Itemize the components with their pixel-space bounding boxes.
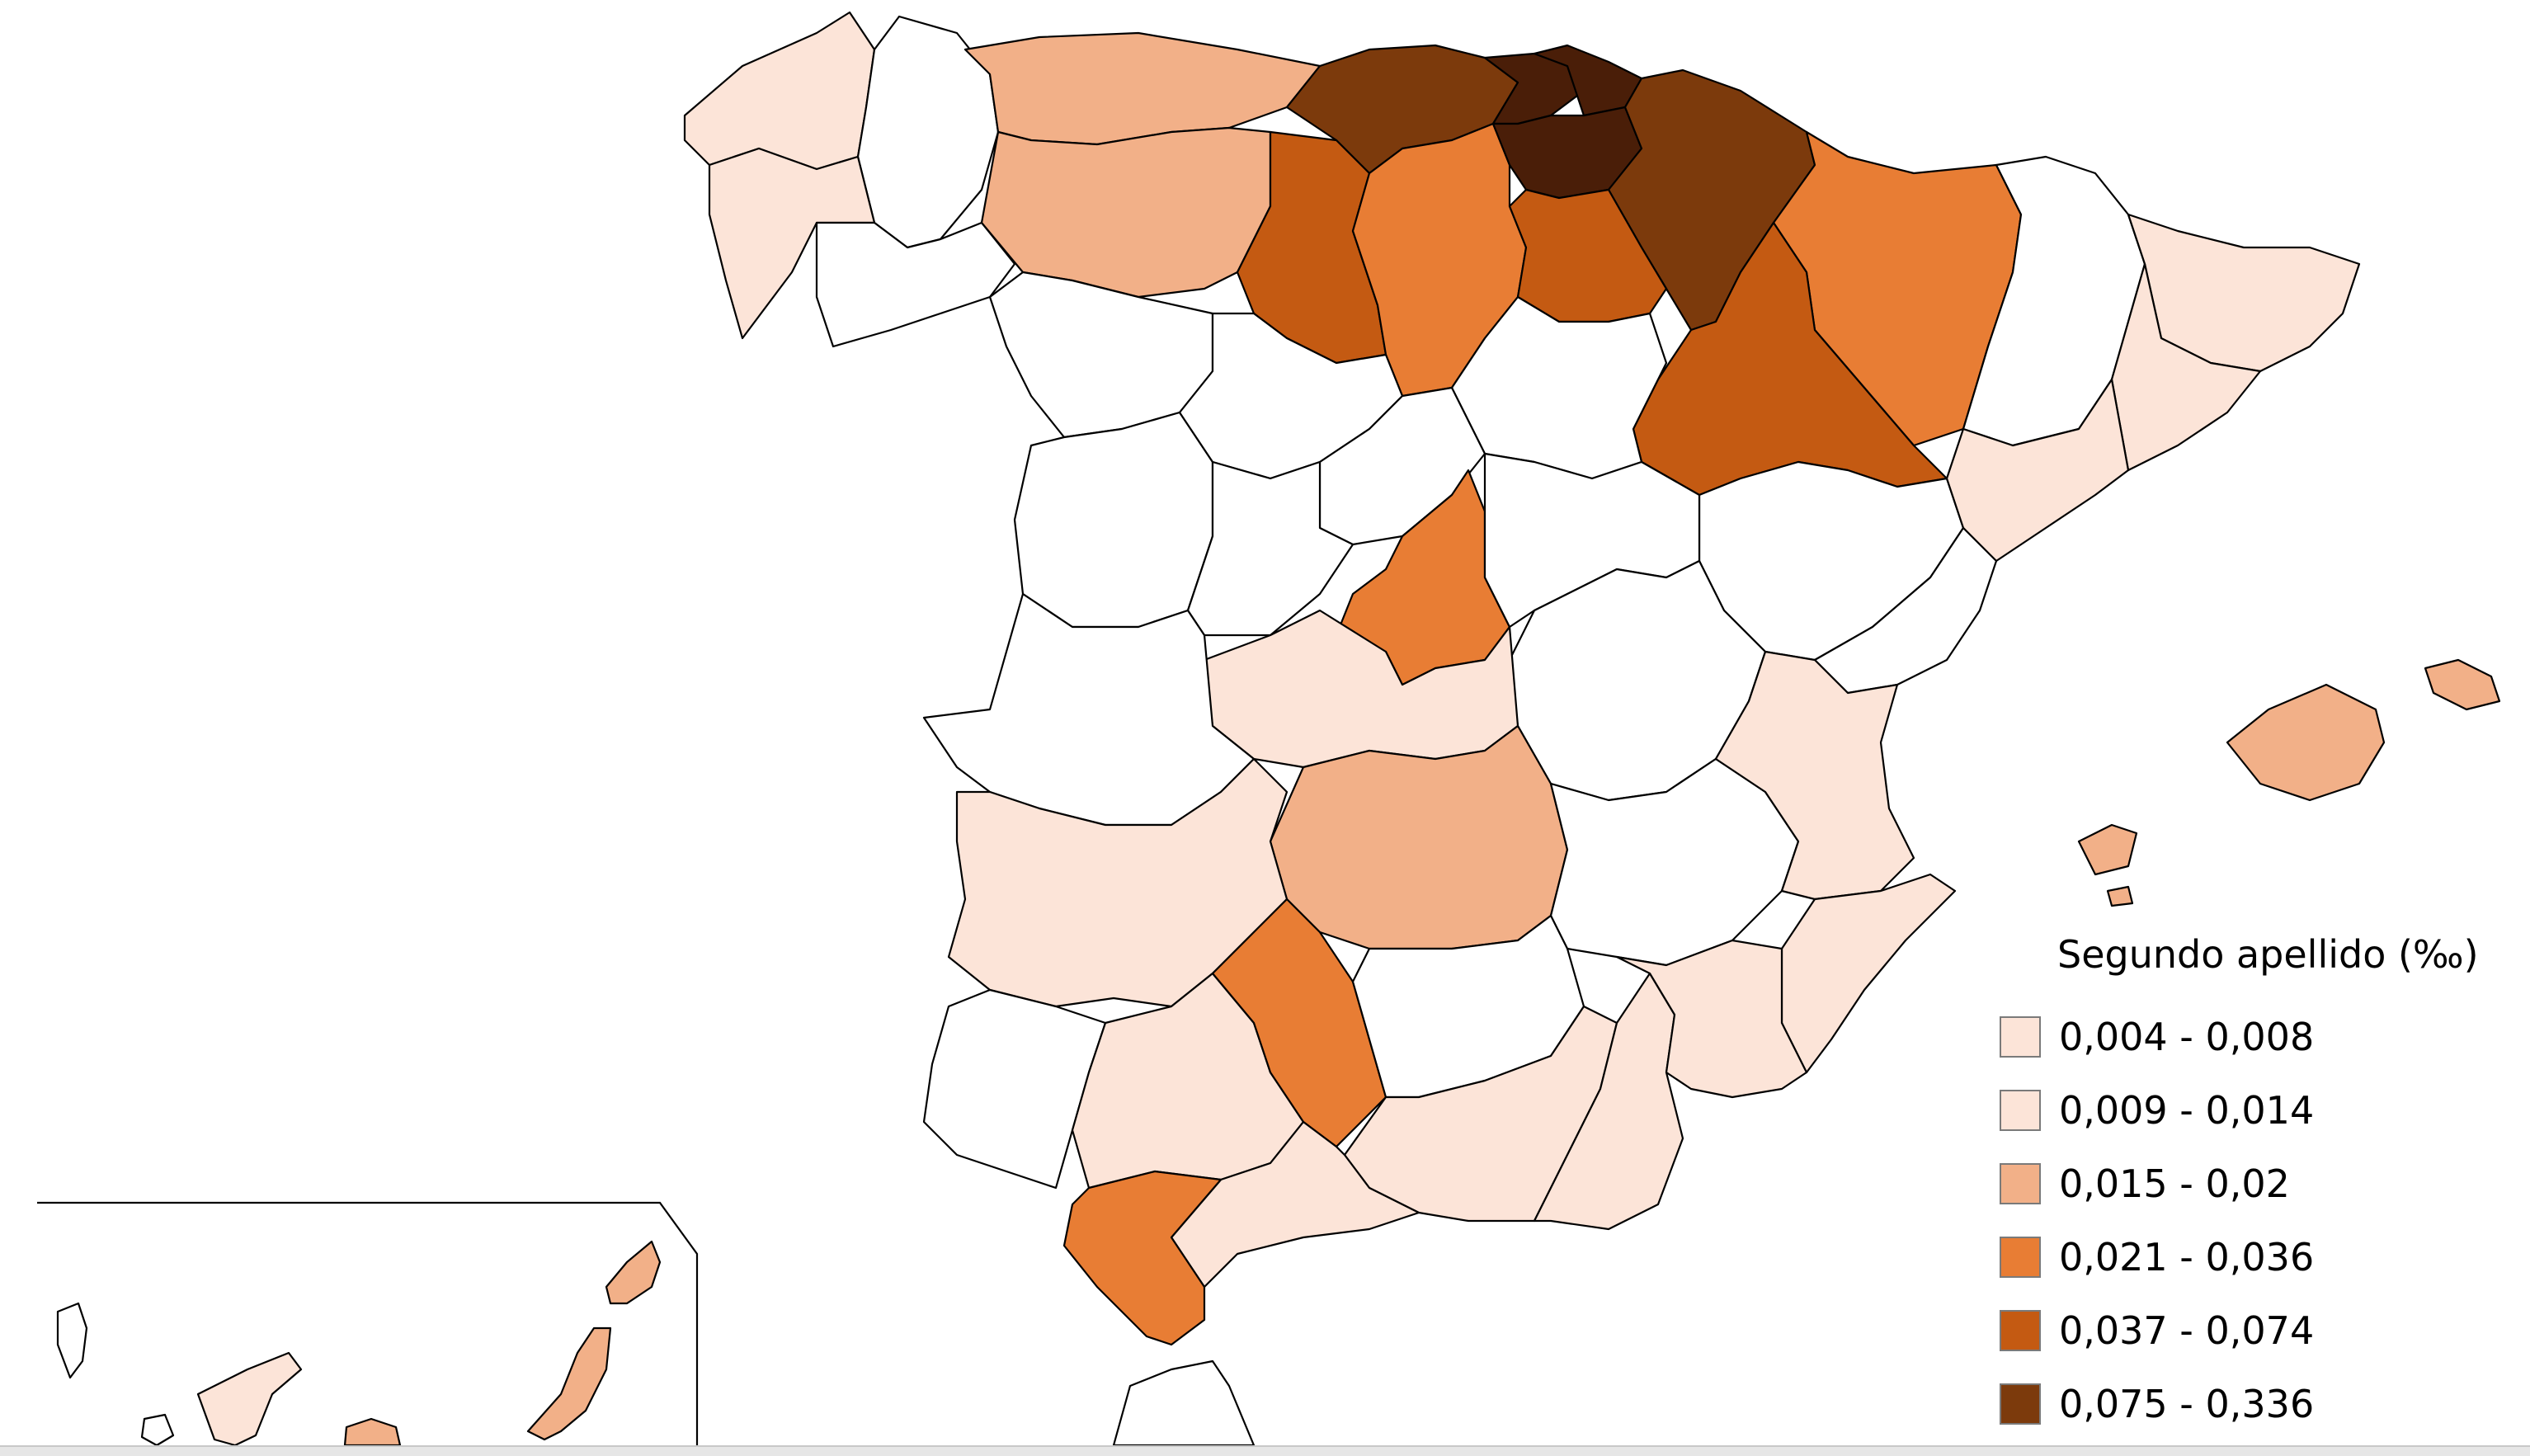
province-valencia[interactable]	[1714, 650, 1915, 901]
province-a-coruna[interactable]	[683, 11, 876, 171]
bottom-scrollbar[interactable]	[0, 1445, 2530, 1456]
province-barcelona[interactable]	[2110, 262, 2262, 472]
province-murcia[interactable]	[1615, 939, 1808, 1099]
province-lugo[interactable]	[856, 15, 1000, 249]
africa-coast	[1112, 1359, 1256, 1447]
province-ourense[interactable]	[815, 221, 1016, 348]
legend-label: 0,021 - 0,036	[2059, 1234, 2315, 1279]
legend-label: 0,009 - 0,014	[2059, 1087, 2315, 1133]
province-asturias[interactable]	[963, 31, 1322, 146]
legend-swatch	[2000, 1015, 2041, 1058]
island-fuerteventura[interactable]	[526, 1326, 612, 1441]
legend-swatch	[2000, 1236, 2041, 1278]
province-la-rioja[interactable]	[1508, 188, 1668, 323]
island-gran-canaria[interactable]	[343, 1417, 402, 1447]
province-formentera[interactable]	[2106, 885, 2134, 907]
legend-swatch	[2000, 1309, 2041, 1351]
province-tarragona[interactable]	[1945, 378, 2130, 563]
legend-item: 0,021 - 0,036	[2000, 1220, 2511, 1293]
province-mallorca[interactable]	[2226, 683, 2386, 802]
province-menorca[interactable]	[2424, 658, 2501, 711]
legend-label: 0,015 - 0,02	[2059, 1161, 2290, 1206]
province-leon[interactable]	[980, 126, 1272, 299]
legend-swatch	[2000, 1383, 2041, 1425]
province-cadiz[interactable]	[1062, 1170, 1223, 1346]
legend-label: 0,037 - 0,074	[2059, 1308, 2315, 1353]
island-el-hierro[interactable]	[140, 1413, 175, 1447]
province-huelva[interactable]	[922, 988, 1107, 1190]
province-avila[interactable]	[1186, 460, 1355, 637]
legend: Segundo apellido (‰) 0,004 - 0,008 0,009 …	[2000, 932, 2511, 1440]
island-lanzarote[interactable]	[605, 1240, 662, 1305]
legend-item: 0,004 - 0,008	[2000, 1000, 2511, 1073]
island-la-palma[interactable]	[56, 1302, 88, 1379]
legend-swatch	[2000, 1089, 2041, 1131]
island-tenerife[interactable]	[196, 1351, 303, 1447]
province-alicante[interactable]	[1780, 873, 1957, 1074]
province-salamanca[interactable]	[1013, 411, 1214, 629]
inset-frame	[37, 1201, 699, 1445]
legend-title: Segundo apellido (‰)	[2057, 932, 2479, 977]
province-toledo[interactable]	[1203, 609, 1519, 769]
legend-item: 0,037 - 0,074	[2000, 1293, 2511, 1367]
legend-item: 0,075 - 0,336	[2000, 1367, 2511, 1440]
legend-item: 0,009 - 0,014	[2000, 1073, 2511, 1147]
legend-label: 0,075 - 0,336	[2059, 1381, 2315, 1426]
province-ibiza[interactable]	[2077, 823, 2138, 876]
legend-item: 0,015 - 0,02	[2000, 1147, 2511, 1220]
legend-swatch	[2000, 1162, 2041, 1204]
legend-label: 0,004 - 0,008	[2059, 1014, 2315, 1059]
